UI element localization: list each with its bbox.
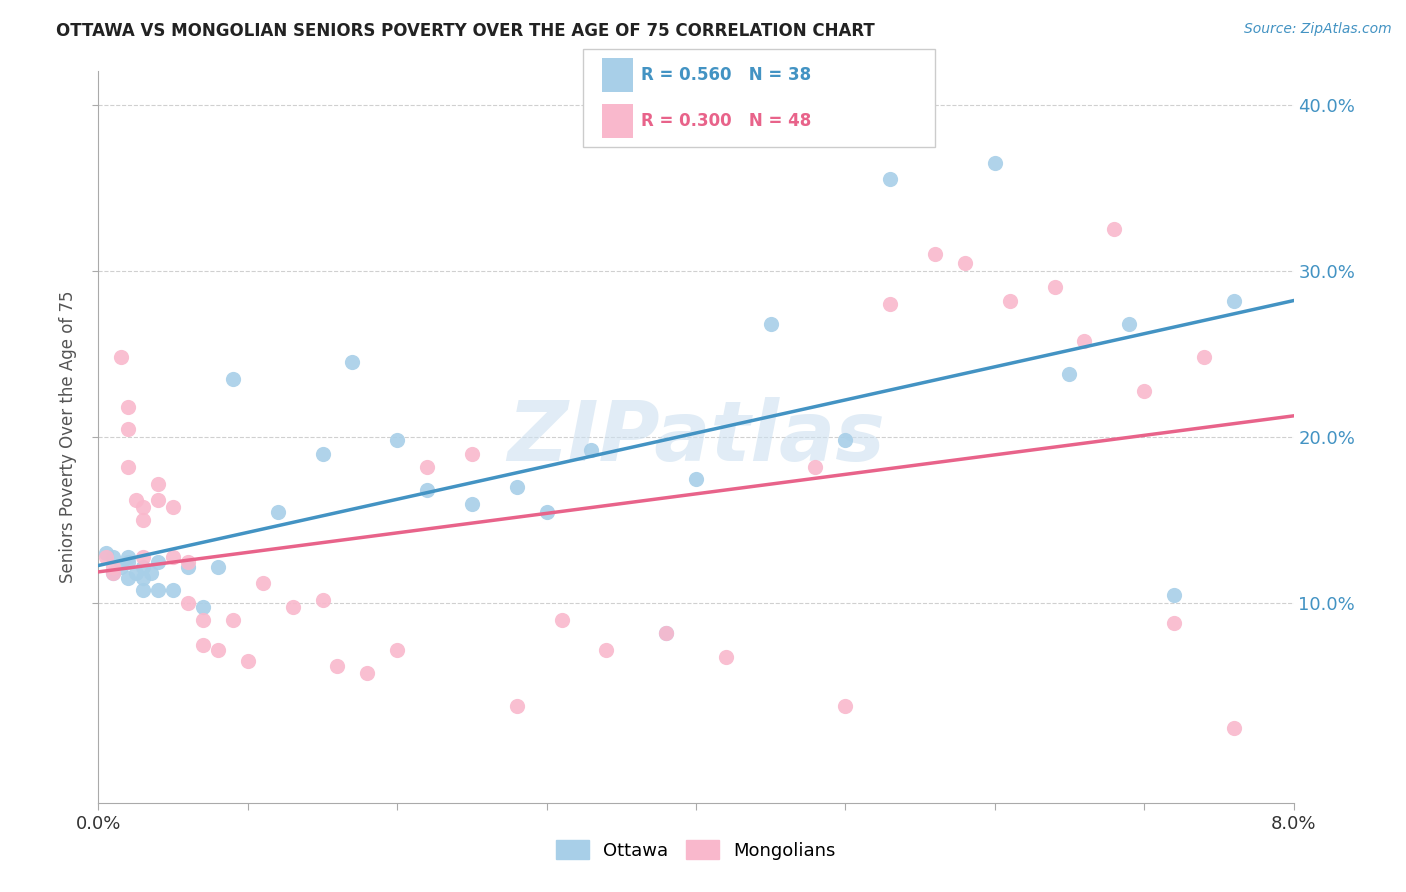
Point (139, 566, 162, 581)
Point (117, 422, 139, 436)
Text: R = 0.300   N = 48: R = 0.300 N = 48 (641, 112, 811, 130)
Point (177, 559, 200, 574)
Point (125, 566, 148, 581)
Legend: Ottawa, Mongolians: Ottawa, Mongolians (548, 833, 844, 867)
Point (1133, 384, 1156, 398)
Text: ZIPatlas: ZIPatlas (508, 397, 884, 477)
Point (132, 549, 155, 564)
Point (311, 593, 333, 607)
Point (1073, 334, 1095, 348)
Point (1223, 293, 1246, 308)
Point (924, 247, 946, 261)
Point (879, 172, 901, 186)
Point (326, 659, 349, 673)
Point (1104, 222, 1126, 236)
Text: OTTAWA VS MONGOLIAN SENIORS POVERTY OVER THE AGE OF 75 CORRELATION CHART: OTTAWA VS MONGOLIAN SENIORS POVERTY OVER… (56, 22, 875, 40)
Point (132, 513, 155, 527)
Point (177, 596, 200, 610)
Point (132, 582, 155, 597)
Point (834, 434, 856, 448)
Point (714, 649, 737, 664)
Point (191, 638, 214, 652)
Point (117, 571, 139, 585)
Point (536, 505, 558, 519)
Point (191, 599, 214, 614)
Point (267, 505, 290, 519)
Point (506, 480, 529, 494)
Point (162, 582, 184, 597)
Point (236, 655, 259, 669)
Point (103, 566, 125, 581)
Point (281, 599, 304, 614)
Point (94, 546, 117, 560)
Point (595, 643, 617, 657)
Point (834, 699, 856, 714)
Point (207, 643, 229, 657)
Point (685, 472, 707, 486)
Point (461, 447, 484, 461)
Point (117, 460, 139, 475)
Y-axis label: Seniors Poverty Over the Age of 75: Seniors Poverty Over the Age of 75 (59, 291, 77, 583)
Point (148, 555, 170, 569)
Point (117, 400, 139, 414)
Point (804, 460, 827, 475)
Point (759, 317, 782, 331)
Point (162, 500, 184, 514)
Point (103, 549, 125, 564)
Point (998, 293, 1021, 308)
Point (132, 559, 155, 574)
Point (655, 626, 678, 640)
Point (110, 559, 132, 574)
Text: R = 0.560   N = 38: R = 0.560 N = 38 (641, 66, 811, 84)
Point (1043, 280, 1066, 294)
Point (117, 549, 139, 564)
Point (148, 493, 170, 508)
Point (356, 666, 378, 681)
Point (191, 613, 214, 627)
Point (1223, 721, 1246, 735)
Point (416, 460, 439, 475)
Point (222, 372, 245, 386)
Point (132, 571, 155, 585)
Point (177, 555, 200, 569)
Point (655, 626, 678, 640)
Point (222, 613, 245, 627)
Point (342, 355, 364, 369)
Point (148, 582, 170, 597)
Point (207, 559, 229, 574)
Point (1192, 351, 1215, 365)
Point (461, 497, 484, 511)
Text: Source: ZipAtlas.com: Source: ZipAtlas.com (1244, 22, 1392, 37)
Point (953, 255, 976, 269)
Point (385, 434, 409, 448)
Point (103, 566, 125, 581)
Point (506, 699, 529, 714)
Point (581, 443, 603, 458)
Point (1163, 616, 1185, 631)
Point (1118, 317, 1140, 331)
Point (385, 643, 409, 657)
Point (1163, 588, 1185, 602)
Point (148, 476, 170, 491)
Point (550, 613, 572, 627)
Point (103, 559, 125, 574)
Point (117, 555, 139, 569)
Point (416, 483, 439, 498)
Point (1059, 367, 1081, 381)
Point (252, 576, 274, 591)
Point (125, 493, 148, 508)
Point (879, 297, 901, 311)
Point (110, 351, 132, 365)
Point (984, 155, 1007, 169)
Point (162, 549, 184, 564)
Point (94, 549, 117, 564)
Point (132, 500, 155, 514)
Point (311, 447, 333, 461)
